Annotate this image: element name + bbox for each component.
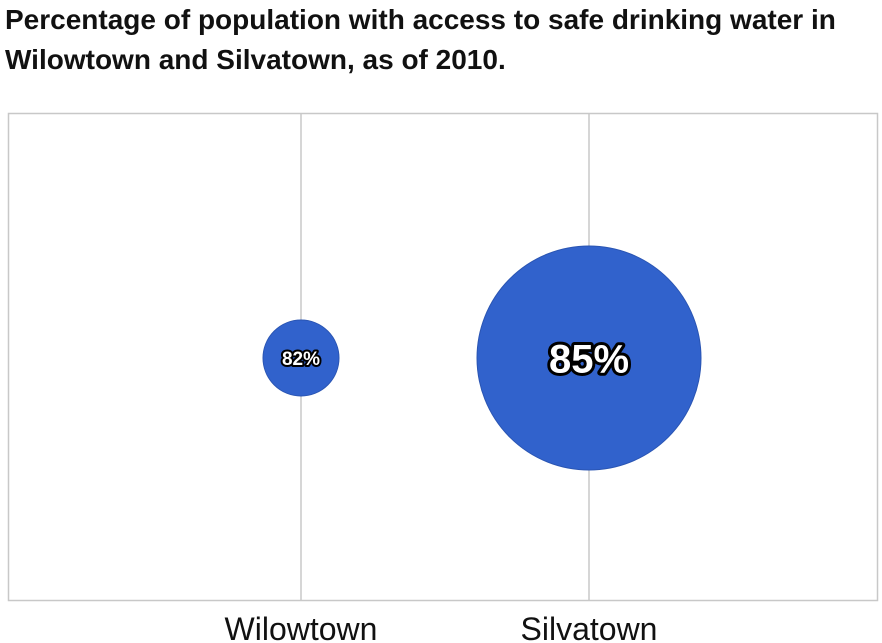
chart-title: Percentage of population with access to … (5, 4, 836, 75)
category-labels: Wilowtown Silvatown (225, 611, 658, 643)
bubble-wilowtown (262, 319, 340, 397)
bubbles (262, 245, 702, 471)
bubble-labels: 82% 85% (280, 334, 632, 384)
category-label-wilowtown: Wilowtown (225, 611, 378, 643)
category-label-silvatown: Silvatown (521, 611, 658, 643)
plot-frame (7, 112, 879, 602)
bubble-value-label-silvatown: 85% (549, 337, 629, 381)
bubble-value-label-wilowtown: 82% (282, 349, 320, 370)
bubble-silvatown (476, 245, 702, 471)
